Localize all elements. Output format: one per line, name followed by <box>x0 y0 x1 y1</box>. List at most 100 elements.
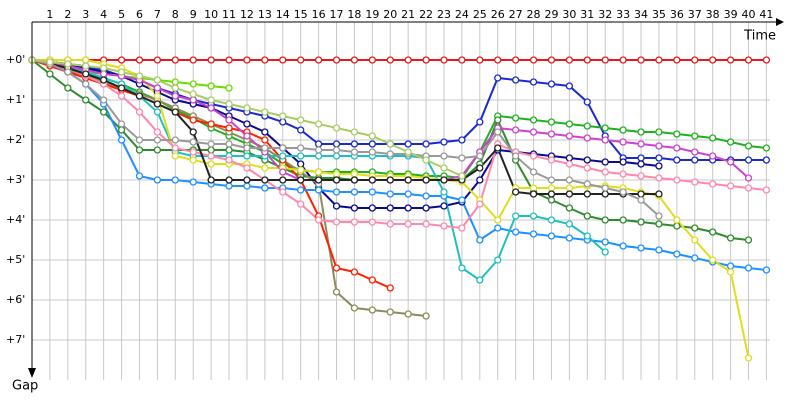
data-point <box>332 152 341 160</box>
data-point <box>494 116 502 124</box>
data-point <box>332 124 341 132</box>
data-point <box>529 128 538 136</box>
data-point <box>744 156 753 164</box>
data-point <box>46 70 54 78</box>
data-point <box>673 222 681 230</box>
data-point <box>619 56 627 64</box>
data-point <box>673 144 681 152</box>
data-point <box>100 76 108 84</box>
data-point <box>404 190 412 198</box>
data-point <box>565 220 574 228</box>
data-point <box>243 104 251 112</box>
data-point <box>100 96 108 104</box>
data-point <box>762 156 771 164</box>
data-point <box>494 224 502 232</box>
data-point <box>332 170 341 178</box>
data-point <box>565 154 574 162</box>
x-tick-label: 13 <box>258 8 272 21</box>
data-point <box>189 56 197 64</box>
x-tick-label: 11 <box>222 8 236 21</box>
data-point <box>583 134 591 142</box>
data-point <box>279 152 287 160</box>
data-point <box>547 176 556 184</box>
data-point <box>332 56 341 64</box>
data-point <box>189 90 197 98</box>
data-point <box>673 156 681 164</box>
data-point <box>135 146 144 154</box>
data-point <box>297 144 305 152</box>
data-point <box>655 142 663 150</box>
data-point <box>476 164 484 172</box>
data-point <box>726 182 735 190</box>
data-point <box>511 76 520 84</box>
data-point <box>440 56 448 64</box>
data-point <box>207 120 215 128</box>
data-point <box>655 220 663 228</box>
data-point <box>314 152 323 160</box>
data-point <box>117 84 126 92</box>
data-point <box>332 176 341 184</box>
data-point <box>117 126 126 134</box>
data-point <box>655 162 663 170</box>
data-point <box>171 78 179 86</box>
data-point <box>422 176 430 184</box>
data-point <box>673 216 681 224</box>
x-tick-label: 7 <box>154 8 161 21</box>
data-point <box>655 212 663 220</box>
data-point <box>171 136 179 144</box>
data-point <box>601 158 609 166</box>
x-tick-label: 39 <box>724 8 738 21</box>
data-point <box>332 202 341 210</box>
data-point <box>117 136 126 144</box>
data-point <box>207 176 215 184</box>
data-point <box>655 56 663 64</box>
data-point <box>673 130 681 138</box>
data-point <box>458 196 466 204</box>
data-point <box>386 284 394 292</box>
data-point <box>279 112 287 120</box>
data-point <box>82 70 90 78</box>
data-point <box>637 154 645 162</box>
x-tick-label: 30 <box>562 8 576 21</box>
data-point <box>368 218 376 226</box>
data-point <box>243 120 251 128</box>
data-point <box>314 216 323 224</box>
data-point <box>135 108 144 116</box>
data-point <box>637 244 645 252</box>
data-point <box>297 160 305 168</box>
data-point <box>709 134 717 142</box>
data-point <box>458 56 466 64</box>
data-point <box>583 212 591 220</box>
data-point <box>601 124 609 132</box>
data-point <box>314 120 323 128</box>
data-point <box>529 168 538 176</box>
x-tick-label: 33 <box>616 8 630 21</box>
data-point <box>619 158 627 166</box>
data-point <box>709 180 717 188</box>
data-point <box>529 152 538 160</box>
data-point <box>135 56 144 64</box>
data-point <box>726 268 735 276</box>
data-point <box>494 74 502 82</box>
data-point <box>386 56 394 64</box>
series-lines <box>28 56 771 362</box>
data-point <box>368 132 376 140</box>
x-tick-label: 10 <box>204 8 218 21</box>
data-point <box>637 172 645 180</box>
data-point <box>547 232 556 240</box>
data-point <box>297 176 305 184</box>
data-point <box>762 266 771 274</box>
data-point <box>709 152 717 160</box>
data-point <box>171 176 179 184</box>
x-axis-label: Time <box>743 29 776 44</box>
data-point <box>386 140 394 148</box>
data-point <box>314 140 323 148</box>
data-point <box>565 176 574 184</box>
data-point <box>565 120 574 128</box>
x-tick-label: 29 <box>544 8 558 21</box>
data-point <box>744 236 753 244</box>
data-point <box>404 140 412 148</box>
data-point <box>476 236 484 244</box>
data-point <box>476 118 484 126</box>
data-point <box>547 56 556 64</box>
